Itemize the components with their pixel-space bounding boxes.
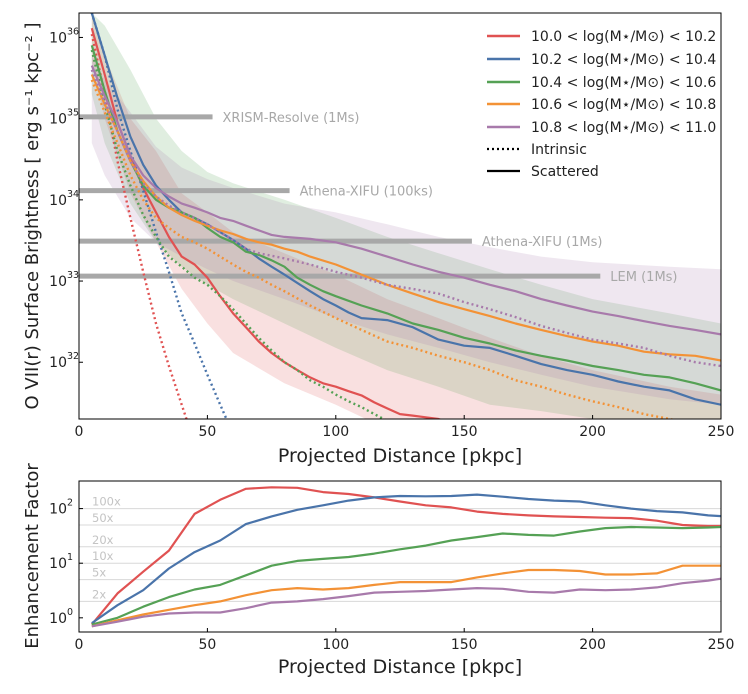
top-ytick-exponent: 35 [67,108,79,119]
legend-label-intrinsic: Intrinsic [531,142,587,158]
reference-label-100x: 100x [92,495,121,509]
uncertainty-band-1 [91,13,721,419]
top-xtick-label: 100 [322,424,349,440]
series-scattered-9 [90,65,721,336]
bottom-y-axis-label: Enhancement Factor [22,463,43,649]
sensitivity-label-4: LEM (1Ms) [610,270,677,285]
top-ytick-label: 10 [49,30,67,46]
enhancement-series-2 [91,493,721,625]
series-scattered-1 [90,27,443,419]
legend-label-5: 10.8 < log(M⋆/M⊙) < 11.0 [531,120,716,136]
legend-label-4: 10.6 < log(M⋆/M⊙) < 10.8 [531,97,716,113]
reference-label-50x: 50x [92,511,114,525]
bottom-x-axis-ticks: 0 50 100 150 200 250 [75,628,735,653]
enhancement-series-4 [91,564,721,628]
legend-label-1: 10.0 < log(M⋆/M⊙) < 10.2 [531,29,716,45]
top-ytick-exponent: 32 [67,351,79,362]
top-ytick-label: 10 [49,274,67,290]
legend-item-3: 10.4 < log(M⋆/M⊙) < 10.6 [487,75,716,91]
series-intrinsic-8 [90,79,676,419]
legend-item-intrinsic: Intrinsic [487,142,587,158]
uncertainty-band-2 [91,13,721,419]
top-xtick-label: 150 [451,424,478,440]
top-ytick-label: 10 [49,112,67,128]
series-intrinsic-4 [90,13,228,419]
bottom-xtick-label: 0 [75,637,84,653]
sensitivity-label-2: Athena-XIFU (100ks) [300,185,433,200]
bottom-ytick-exponent: 1 [67,552,73,563]
enhancement-series-1 [90,486,721,626]
top-x-axis-ticks: 0 50 100 150 200 250 [75,415,735,440]
top-ytick-label: 10 [49,355,67,371]
top-y-axis-label: O VII(r) Surface Brightness [ erg s⁻¹ kp… [22,23,43,410]
reference-label-10x: 10x [92,549,114,563]
bottom-plot-frame [78,480,722,633]
legend-label-3: 10.4 < log(M⋆/M⊙) < 10.6 [531,75,716,91]
series-scattered-3 [90,13,721,406]
top-xtick-label: 250 [708,424,735,440]
enhancement-series-3 [91,525,721,626]
bottom-xtick-label: 50 [198,637,216,653]
top-ytick-exponent: 34 [67,189,79,200]
bottom-xtick-label: 100 [322,637,349,653]
uncertainty-band-3 [91,55,721,405]
bottom-ytick-exponent: 0 [67,607,73,618]
top-xtick-label: 0 [75,424,84,440]
top-uncertainty-bands [91,13,721,419]
reference-label-20x: 20x [92,533,114,547]
bottom-xtick-label: 200 [579,637,606,653]
top-ytick-exponent: 33 [67,270,79,281]
sensitivity-label-3: Athena-XIFU (1Ms) [482,235,603,250]
legend-label-scattered: Scattered [531,164,599,180]
legend-item-4: 10.6 < log(M⋆/M⊙) < 10.8 [487,97,716,113]
series-intrinsic-6 [90,49,387,419]
legend: 10.0 < log(M⋆/M⊙) < 10.2 10.2 < log(M⋆/M… [487,29,716,180]
top-xtick-label: 50 [198,424,216,440]
legend-item-5: 10.8 < log(M⋆/M⊙) < 11.0 [487,120,716,136]
top-panel: XRISM-Resolve (1Ms) Athena-XIFU (100ks) At… [22,12,735,467]
reference-label-2x: 2x [92,587,106,601]
bottom-ytick-label: 10 [49,611,67,627]
bottom-xtick-label: 250 [708,637,735,653]
bottom-ytick-exponent: 2 [67,498,73,509]
top-ytick-label: 10 [49,193,67,209]
legend-item-1: 10.0 < log(M⋆/M⊙) < 10.2 [487,29,716,45]
bottom-xtick-label: 150 [451,637,478,653]
legend-item-scattered: Scattered [487,164,599,180]
reference-lines: 2x 5x 10x 20x 50x 100x [79,495,721,602]
top-series-lines [90,13,721,419]
top-ytick-exponent: 36 [67,26,79,37]
enhancement-series-5 [91,577,721,628]
bottom-series-lines [90,486,721,628]
instrument-sensitivity-lines: XRISM-Resolve (1Ms) Athena-XIFU (100ks) At… [79,111,678,285]
top-xtick-label: 200 [579,424,606,440]
legend-label-2: 10.2 < log(M⋆/M⊙) < 10.4 [531,52,716,68]
bottom-ytick-label: 10 [49,502,67,518]
bottom-ytick-label: 10 [49,556,67,572]
top-plot-frame [78,12,722,420]
reference-label-5x: 5x [92,566,106,580]
top-x-axis-label: Projected Distance [pkpc] [278,445,522,467]
sensitivity-label-1: XRISM-Resolve (1Ms) [223,111,360,126]
legend-item-2: 10.2 < log(M⋆/M⊙) < 10.4 [487,52,716,68]
series-intrinsic-10 [90,69,721,368]
bottom-x-axis-label: Projected Distance [pkpc] [278,656,522,678]
